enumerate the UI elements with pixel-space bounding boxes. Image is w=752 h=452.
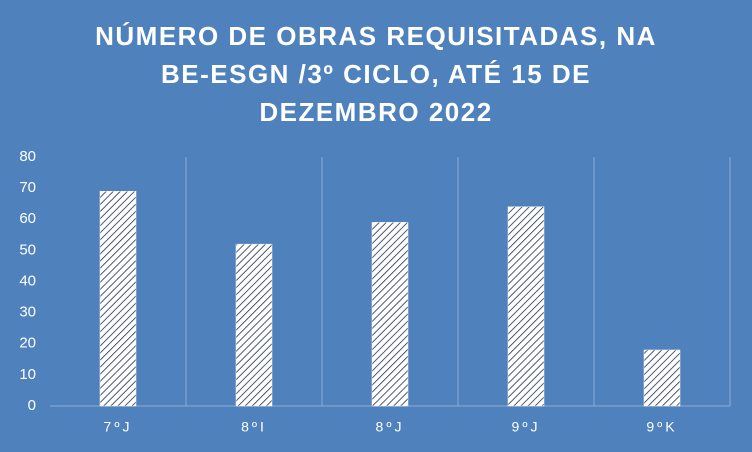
y-tick-label: 70 (19, 179, 36, 196)
y-tick-label: 50 (19, 241, 36, 258)
bar (371, 222, 409, 407)
bar (235, 243, 273, 407)
y-tick-label: 20 (19, 335, 36, 352)
y-tick-label: 40 (19, 272, 36, 289)
x-tick-label: 8ºJ (376, 419, 405, 435)
x-tick-label: 9ºK (646, 419, 677, 435)
y-tick-label: 60 (19, 210, 36, 227)
y-tick-label: 80 (19, 148, 36, 165)
y-tick-label: 10 (19, 366, 36, 383)
bar (643, 349, 681, 407)
x-tick-label: 9ºJ (512, 419, 541, 435)
x-tick-label: 8ºI (241, 419, 267, 435)
chart-title: NÚMERO DE OBRAS REQUISITADAS, NA (95, 21, 657, 51)
x-tick-label: 7ºJ (104, 419, 133, 435)
bar (507, 206, 545, 407)
chart-title: BE-ESGN /3º CICLO, ATÉ 15 DE (161, 59, 591, 89)
chart-title: DEZEMBRO 2022 (259, 97, 492, 127)
y-tick-label: 0 (28, 397, 36, 414)
y-tick-label: 30 (19, 304, 36, 321)
bar (99, 190, 137, 407)
